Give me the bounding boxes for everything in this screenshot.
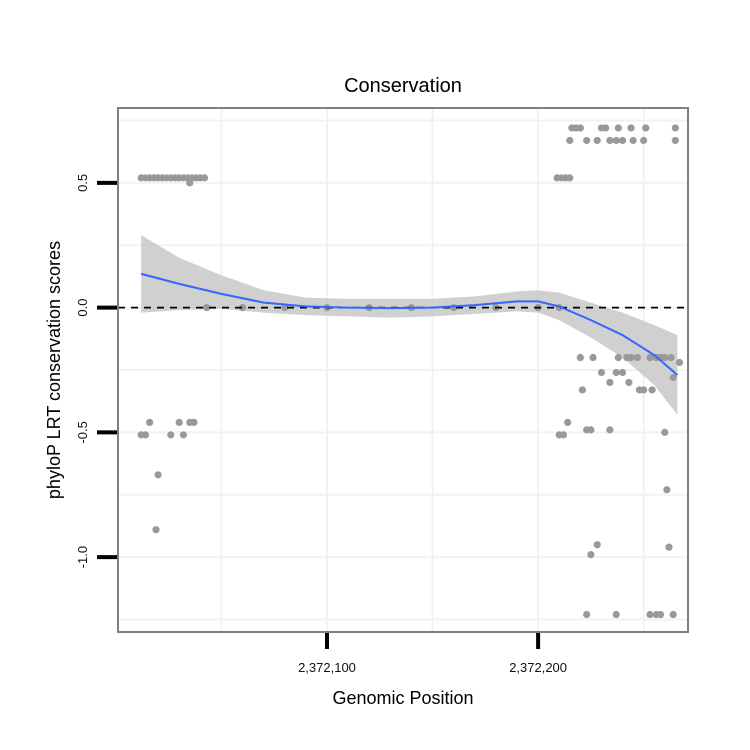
- data-point: [625, 378, 633, 387]
- data-point: [566, 174, 574, 182]
- data-point: [629, 136, 637, 145]
- y-tick-label: -1.0: [75, 546, 90, 568]
- data-point: [612, 610, 620, 619]
- data-point: [671, 136, 679, 145]
- data-point: [167, 431, 175, 439]
- data-point: [640, 386, 648, 394]
- data-point: [627, 353, 635, 362]
- data-point: [281, 304, 289, 312]
- data-point: [146, 418, 154, 426]
- y-tick-label: 0.0: [75, 299, 90, 317]
- data-point: [633, 353, 641, 362]
- data-point: [669, 610, 677, 619]
- data-point: [642, 124, 650, 132]
- data-point: [602, 124, 610, 132]
- chart-title: Conservation: [344, 75, 462, 97]
- y-axis-title: phyloP LRT conservation scores: [44, 241, 64, 499]
- data-point: [190, 418, 198, 426]
- data-point: [578, 386, 587, 394]
- data-point: [175, 418, 183, 426]
- data-point: [661, 428, 669, 436]
- data-point: [675, 358, 684, 367]
- data-point: [606, 378, 614, 387]
- x-tick-label: 2,372,100: [298, 660, 356, 675]
- data-point: [606, 426, 614, 434]
- data-point: [663, 486, 671, 494]
- data-point: [566, 136, 574, 145]
- data-point: [627, 124, 635, 132]
- confidence-band: [141, 235, 678, 415]
- x-tick-label: 2,372,200: [509, 660, 567, 675]
- data-point: [614, 353, 622, 362]
- data-point: [646, 610, 654, 619]
- data-point: [564, 418, 572, 426]
- confidence-band-layer: [141, 235, 678, 415]
- data-point: [576, 124, 584, 132]
- data-point: [646, 353, 654, 362]
- y-tick-label: -0.5: [75, 421, 90, 443]
- data-point: [618, 368, 627, 377]
- data-point: [618, 136, 627, 145]
- data-point: [667, 353, 675, 362]
- data-point: [593, 136, 601, 145]
- data-point: [671, 124, 679, 132]
- data-point: [587, 426, 595, 434]
- data-point: [583, 136, 591, 145]
- data-point: [606, 136, 614, 145]
- data-point: [665, 543, 673, 551]
- data-point: [576, 353, 584, 362]
- data-point: [203, 304, 211, 312]
- data-point: [589, 353, 597, 362]
- data-point: [559, 431, 568, 439]
- data-point: [583, 610, 591, 619]
- data-point: [597, 368, 606, 377]
- data-point: [612, 136, 620, 145]
- plot-frame: [117, 107, 689, 633]
- data-point: [238, 304, 247, 312]
- y-tick-label: 0.5: [75, 174, 90, 192]
- data-point: [179, 431, 188, 439]
- data-point: [587, 551, 595, 559]
- data-point: [669, 373, 677, 382]
- data-point: [640, 136, 648, 145]
- points-layer: [137, 124, 684, 619]
- data-point: [200, 174, 209, 182]
- x-axis-title: Genomic Position: [332, 688, 473, 708]
- axes: 2,372,100 2,372,200 0.5 0.0 -0.5 -1.0: [75, 174, 567, 675]
- data-point: [661, 353, 669, 362]
- data-point: [141, 431, 150, 439]
- data-point: [656, 610, 665, 619]
- data-point: [593, 541, 601, 549]
- data-point: [614, 124, 622, 132]
- data-point: [186, 179, 194, 187]
- smooth-line-layer: [140, 272, 679, 376]
- data-point: [648, 386, 656, 394]
- data-point: [154, 471, 162, 479]
- smooth-fit-line: [140, 272, 679, 376]
- data-point: [612, 368, 620, 377]
- data-point: [152, 526, 160, 534]
